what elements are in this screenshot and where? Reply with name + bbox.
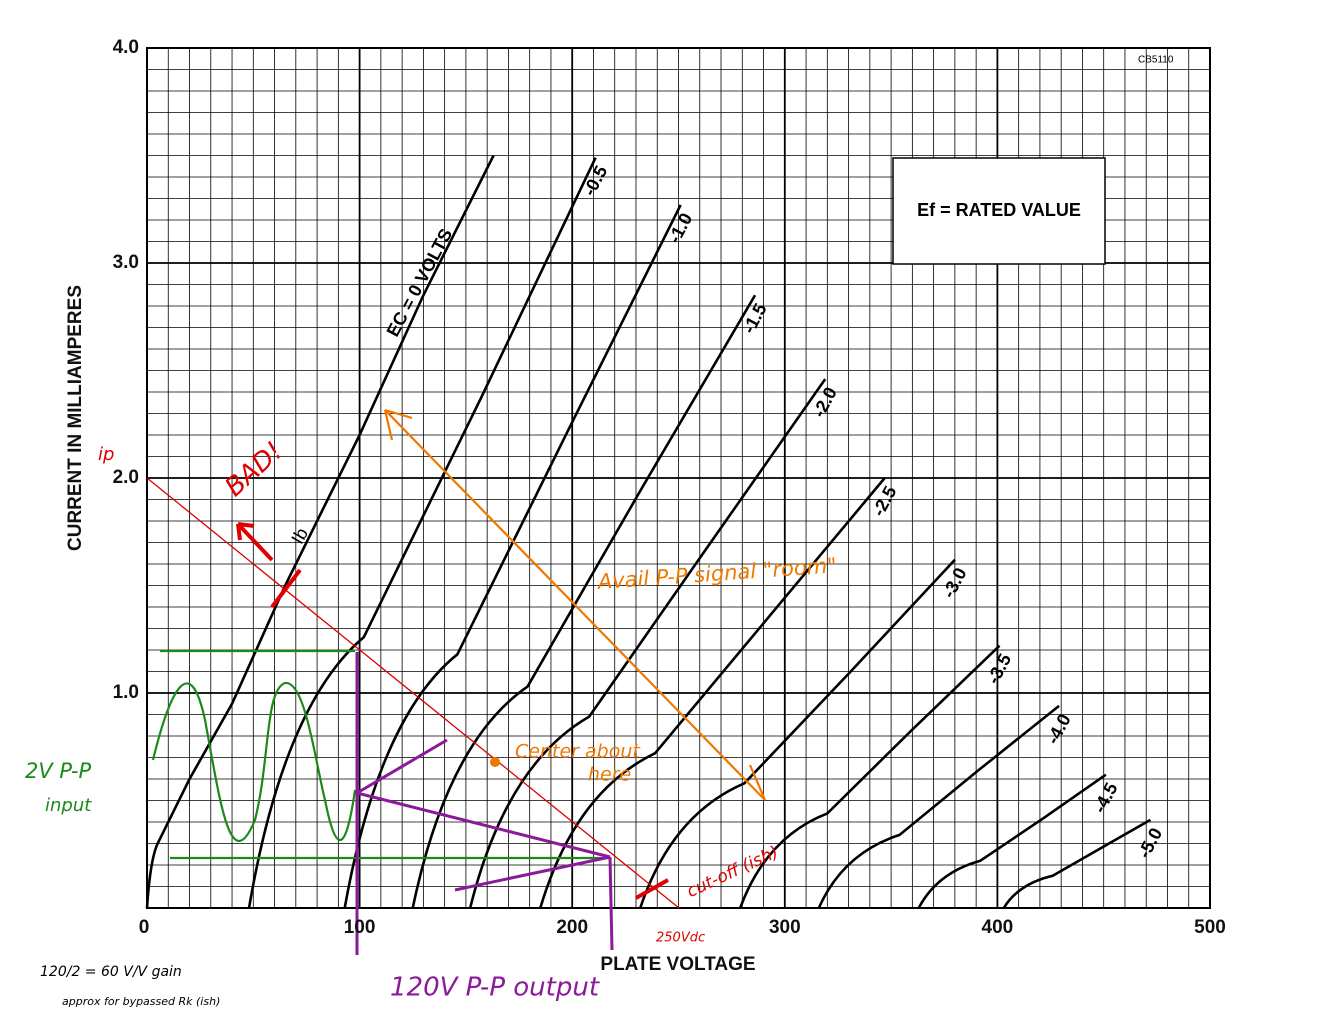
cutoff-mark [635, 878, 669, 900]
annotation: input [45, 795, 92, 816]
curves [145, 154, 1152, 909]
y-tick-label: 3.0 [113, 252, 139, 273]
characteristic-curve [738, 644, 1001, 909]
annotation: 120/2 = 60 V/V gain [40, 964, 182, 980]
grid [146, 47, 1211, 909]
bad-arrow [236, 522, 274, 562]
limit-mark [270, 568, 302, 609]
overlay [146, 408, 767, 955]
annotation: 120V P-P output [390, 973, 600, 1003]
characteristic-curve [638, 558, 956, 909]
x-tick-label: 0 [139, 917, 150, 938]
center-dot [490, 757, 500, 767]
characteristic-curve [539, 477, 886, 909]
characteristic-curve [343, 204, 682, 909]
characteristic-curve [1002, 818, 1152, 909]
y-axis-label: CURRENT IN MILLIAMPERES [65, 285, 86, 551]
annotation: approx for bypassed Rk (ish) [62, 995, 220, 1008]
info-box [892, 157, 1106, 265]
annotation: Center about [515, 741, 641, 763]
x-tick-label: 200 [556, 917, 588, 938]
x-axis-label: PLATE VOLTAGE [600, 954, 755, 975]
y-tick-label: 1.0 [113, 682, 139, 703]
characteristic-curve [247, 157, 597, 909]
load-line [146, 477, 680, 909]
annotation: ip [98, 444, 114, 465]
characteristic-curve [468, 378, 827, 909]
x-tick-label: 400 [982, 917, 1014, 938]
y-tick-label: 4.0 [113, 37, 139, 58]
annotation: 250Vdc [656, 931, 705, 946]
annotation: CB5110 [1138, 55, 1174, 66]
annotation: Ef = RATED VALUE [917, 200, 1081, 220]
x-tick-label: 500 [1194, 917, 1226, 938]
annotation: 2V P-P [25, 759, 91, 783]
input-swing [160, 649, 610, 860]
x-tick-label: 100 [344, 917, 376, 938]
signal-room-arrow [383, 408, 767, 801]
annotation: here [588, 764, 631, 786]
characteristic-curve [817, 704, 1060, 909]
input-wave [151, 681, 357, 843]
x-tick-label: 300 [769, 917, 801, 938]
characteristic-curve [917, 773, 1107, 909]
output-swing [355, 652, 614, 955]
y-tick-label: 2.0 [113, 467, 139, 488]
characteristic-curve [411, 294, 757, 909]
